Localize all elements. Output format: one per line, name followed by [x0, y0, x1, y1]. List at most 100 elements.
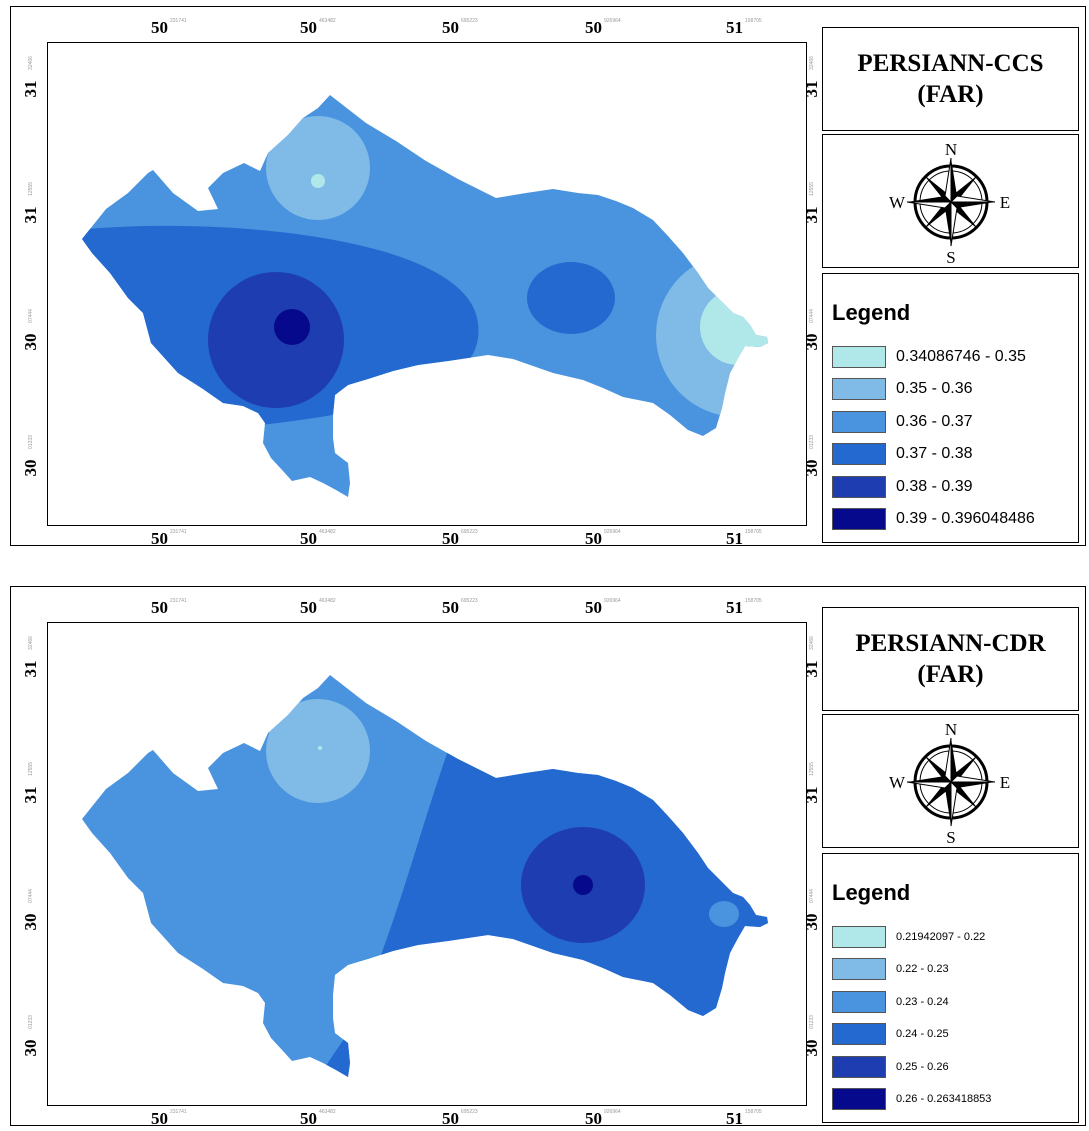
- lon-label-bottom-1: 50 231741: [151, 1109, 187, 1128]
- lon-label-top-5: 51 158705: [726, 18, 762, 37]
- legend-label: 0.34086746 - 0.35: [896, 348, 1026, 365]
- map-title-ccs: PERSIANN-CCS: [857, 50, 1044, 77]
- lon-label-bottom-4: 50 926964: [585, 1109, 621, 1128]
- legend-label: 0.26 - 0.263418853: [896, 1093, 992, 1105]
- compass-box-cdr: N S E W: [822, 714, 1079, 848]
- legend-swatch: [832, 991, 886, 1013]
- legend-label: 0.21942097 - 0.22: [896, 931, 986, 943]
- legend-item-cdr-2: 0.22 - 0.23: [832, 957, 949, 981]
- compass-e: E: [1000, 193, 1010, 212]
- lon-label-top-3: 50 695223: [442, 18, 478, 37]
- legend-item-ccs-3: 0.36 - 0.37: [832, 410, 973, 434]
- zone-class2-north-cdr: [266, 699, 370, 803]
- lon-label-bottom-2: 50 463482: [300, 1109, 336, 1128]
- lon-label-bottom-5: 51 158705: [726, 529, 762, 548]
- legend-item-cdr-6: 0.26 - 0.263418853: [832, 1087, 991, 1111]
- compass-e: E: [1000, 773, 1010, 792]
- zone-class1-north-cdr: [318, 746, 322, 750]
- legend-item-cdr-4: 0.24 - 0.25: [832, 1022, 949, 1046]
- map-frame-ccs: [47, 42, 807, 526]
- legend-item-ccs-1: 0.34086746 - 0.35: [832, 345, 1026, 369]
- legend-label: 0.37 - 0.38: [896, 445, 973, 462]
- zone-class2-north-ccs: [266, 116, 370, 220]
- legend-swatch: [832, 958, 886, 980]
- compass-n: N: [945, 720, 957, 739]
- legend-swatch: [832, 443, 886, 465]
- lat-label-left-1: 31 32466: [21, 636, 40, 678]
- lon-label-bottom-4: 50 926964: [585, 529, 621, 548]
- compass-s: S: [946, 248, 955, 267]
- legend-label: 0.36 - 0.37: [896, 413, 973, 430]
- lat-label-left-1: 31 32466: [21, 56, 40, 98]
- legend-label: 0.22 - 0.23: [896, 963, 949, 975]
- legend-item-ccs-2: 0.35 - 0.36: [832, 377, 973, 401]
- legend-swatch: [832, 476, 886, 498]
- zone-class6-ccs: [274, 309, 310, 345]
- legend-swatch: [832, 346, 886, 368]
- compass-s: S: [946, 828, 955, 847]
- lon-label-bottom-2: 50 463482: [300, 529, 336, 548]
- map-title-cdr: PERSIANN-CDR: [855, 630, 1046, 657]
- title-box-cdr: PERSIANN-CDR (FAR): [822, 607, 1079, 711]
- lat-label-left-2: 31 12555: [21, 762, 40, 804]
- zone-class3-east-spot-cdr: [709, 901, 739, 927]
- north-arrow-icon: N S E W: [889, 720, 1010, 847]
- compass-w: W: [889, 773, 906, 792]
- lon-label-top-3: 50 695223: [442, 598, 478, 617]
- lat-label-left-3: 30 07444: [21, 309, 40, 351]
- lon-label-bottom-3: 50 695223: [442, 1109, 478, 1128]
- lat-label-left-2: 31 12555: [21, 182, 40, 224]
- lon-label-top-1: 50 231741: [151, 18, 187, 37]
- zone-class6-cdr: [573, 875, 593, 895]
- zone-class1-north-ccs: [311, 174, 325, 188]
- lon-label-bottom-5: 51 158705: [726, 1109, 762, 1128]
- legend-title-cdr: Legend: [832, 880, 911, 905]
- legend-swatch: [832, 1056, 886, 1078]
- legend-item-ccs-6: 0.39 - 0.396048486: [832, 507, 1035, 531]
- lon-label-top-4: 50 926964: [585, 18, 621, 37]
- map-panel-ccs: 50 231741 50 463482 50 695223 50 926964 51 15…: [10, 6, 1086, 548]
- raster-map-ccs: [82, 95, 768, 497]
- zone-class1-east-ccs: [700, 289, 768, 365]
- lat-label-left-4: 30 01233: [21, 435, 40, 477]
- map-frame-cdr: [47, 622, 807, 1106]
- legend-swatch: [832, 378, 886, 400]
- legend-swatch: [832, 508, 886, 530]
- legend-label: 0.38 - 0.39: [896, 478, 973, 495]
- legend-item-cdr-3: 0.23 - 0.24: [832, 990, 949, 1014]
- legend-swatch: [832, 1088, 886, 1110]
- legend-label: 0.25 - 0.26: [896, 1061, 949, 1073]
- legend-item-cdr-5: 0.25 - 0.26: [832, 1055, 949, 1079]
- legend-box-cdr: Legend 0.21942097 - 0.22 0.22 - 0.23 0.2…: [822, 853, 1079, 1123]
- title-box-ccs: PERSIANN-CCS (FAR): [822, 27, 1079, 131]
- legend-title-ccs: Legend: [832, 300, 911, 325]
- zone-class5-ccs: [208, 272, 344, 408]
- lon-label-top-1: 50 231741: [151, 598, 187, 617]
- legend-item-ccs-5: 0.38 - 0.39: [832, 475, 973, 499]
- legend-label: 0.39 - 0.396048486: [896, 510, 1035, 527]
- legend-item-ccs-4: 0.37 - 0.38: [832, 442, 973, 466]
- legend-box-ccs: Legend 0.34086746 - 0.35 0.35 - 0.36 0.3…: [822, 273, 1079, 543]
- map-subtitle-cdr: (FAR): [917, 661, 984, 688]
- map-subtitle-ccs: (FAR): [917, 81, 984, 108]
- compass-w: W: [889, 193, 906, 212]
- zone-class4-east-ccs: [527, 262, 615, 334]
- lat-label-left-4: 30 01233: [21, 1015, 40, 1057]
- legend-swatch: [832, 411, 886, 433]
- lon-label-top-4: 50 926964: [585, 598, 621, 617]
- map-panel-cdr: 50 231741 50 463482 50 695223 50 926964 51 15…: [10, 586, 1086, 1128]
- compass-n: N: [945, 140, 957, 159]
- lon-label-top-2: 50 463482: [300, 598, 336, 617]
- compass-box-ccs: N S E W: [822, 134, 1079, 268]
- lon-label-bottom-1: 50 231741: [151, 529, 187, 548]
- north-arrow-icon: N S E W: [889, 140, 1010, 267]
- lat-label-left-3: 30 07444: [21, 889, 40, 931]
- raster-map-cdr: [82, 675, 768, 1077]
- lon-label-top-2: 50 463482: [300, 18, 336, 37]
- lon-label-bottom-3: 50 695223: [442, 529, 478, 548]
- legend-label: 0.35 - 0.36: [896, 380, 973, 397]
- legend-item-cdr-1: 0.21942097 - 0.22: [832, 925, 985, 949]
- legend-swatch: [832, 926, 886, 948]
- legend-label: 0.24 - 0.25: [896, 1028, 949, 1040]
- legend-label: 0.23 - 0.24: [896, 996, 949, 1008]
